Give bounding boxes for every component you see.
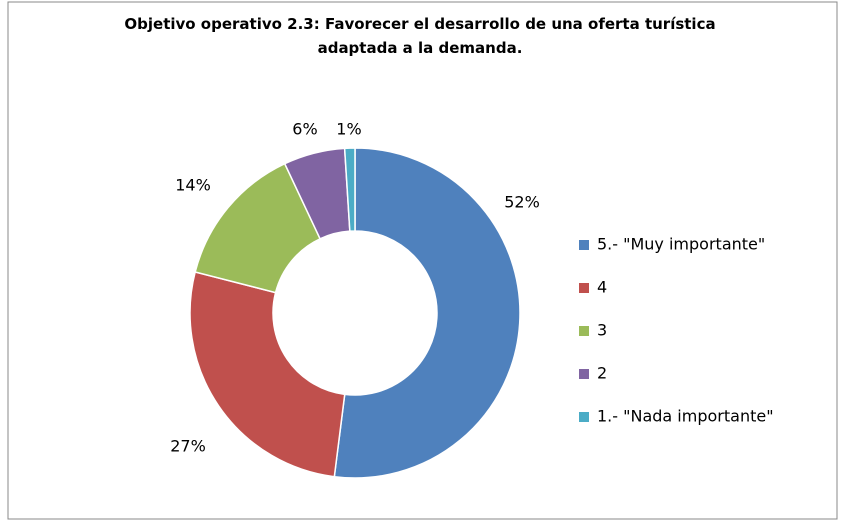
legend-swatch	[579, 240, 589, 250]
legend-label: 3	[597, 321, 607, 340]
legend-label: 4	[597, 278, 607, 297]
data-label: 14%	[175, 176, 211, 195]
legend-swatch	[579, 369, 589, 379]
legend-label: 2	[597, 364, 607, 383]
data-label: 6%	[292, 120, 317, 139]
data-label: 52%	[504, 193, 540, 212]
legend-swatch	[579, 412, 589, 422]
donut-slice	[333, 147, 521, 479]
legend-swatch	[579, 326, 589, 336]
legend-label: 5.- "Muy importante"	[597, 235, 765, 254]
donut-slice	[189, 271, 346, 478]
legend-swatch	[579, 283, 589, 293]
donut-slice	[343, 147, 356, 232]
chart-title: Objetivo operativo 2.3: Favorecer el des…	[124, 15, 716, 57]
legend-label: 1.- "Nada importante"	[597, 407, 774, 426]
data-label: 27%	[170, 437, 206, 456]
data-label: 1%	[336, 120, 361, 139]
